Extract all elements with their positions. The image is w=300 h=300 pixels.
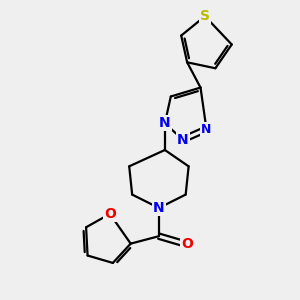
Text: N: N [153,201,165,215]
Text: N: N [177,133,188,147]
Text: N: N [201,123,212,136]
Text: O: O [181,237,193,250]
Text: S: S [200,9,210,23]
Text: N: N [159,116,171,130]
Text: O: O [104,207,116,221]
